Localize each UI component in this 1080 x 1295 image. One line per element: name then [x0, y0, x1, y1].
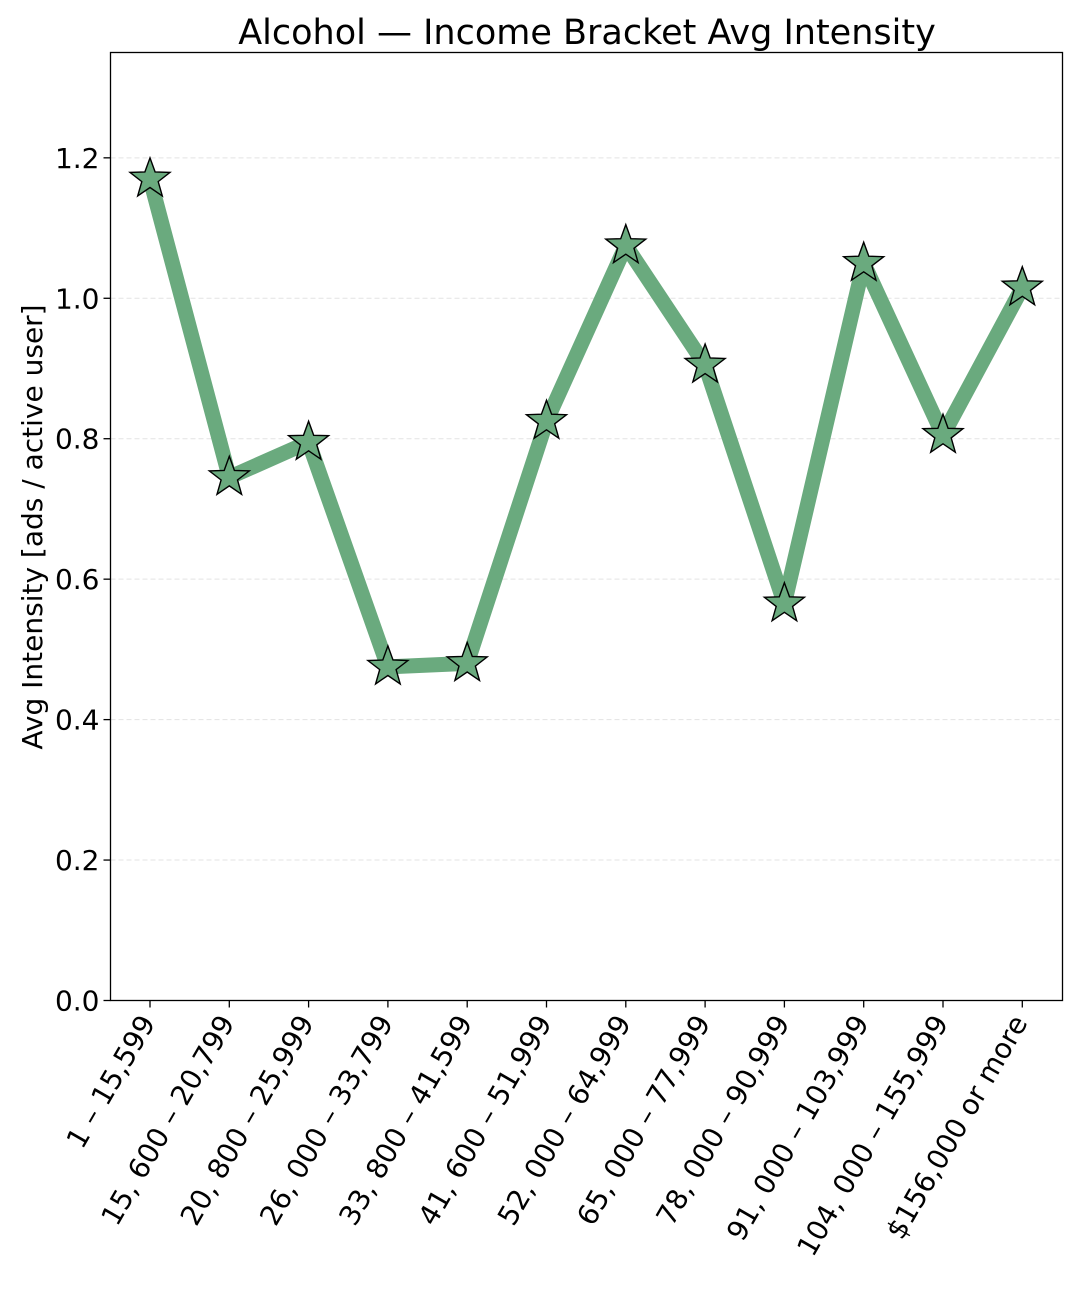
data-point-star — [921, 412, 965, 454]
plot-frame — [109, 51, 1064, 1002]
x-tick-label: $156,000 or more — [879, 1010, 1034, 1245]
chart-title: Alcohol — Income Bracket Avg Intensity — [238, 13, 936, 53]
data-point-star — [445, 640, 490, 683]
y-axis-label: Avg Intensity [ads / active user] — [16, 304, 49, 749]
data-point-star — [762, 580, 807, 623]
x-tick-label: 91, 000 – 103,999 — [720, 1010, 876, 1247]
data-point-star — [128, 155, 172, 198]
y-tick-label: 1.2 — [55, 142, 100, 175]
y-tick-label: 0.4 — [55, 704, 100, 737]
data-point-star — [365, 643, 410, 686]
data-point-star — [286, 419, 331, 461]
series-markers — [128, 155, 1045, 686]
y-tick-label: 1.0 — [55, 282, 100, 315]
grid-lines — [110, 157, 1063, 861]
series-line — [142, 176, 1029, 675]
y-tick-label: 0.2 — [55, 844, 100, 877]
data-point-star — [683, 341, 728, 384]
y-tick-label: 0.6 — [55, 563, 100, 596]
y-axis: 0.0 0.2 0.4 0.6 0.8 1.0 1.2 — [55, 142, 111, 1018]
y-tick-label: 0.8 — [55, 423, 100, 456]
x-tick-label: 104, 000 – 155,999 — [790, 1010, 955, 1262]
data-point-star — [524, 398, 569, 440]
data-point-star — [1000, 264, 1045, 307]
data-point-star — [207, 454, 252, 496]
y-tick-label: 0.0 — [55, 985, 100, 1018]
data-point-star — [841, 240, 886, 282]
data-point-star — [603, 222, 648, 265]
